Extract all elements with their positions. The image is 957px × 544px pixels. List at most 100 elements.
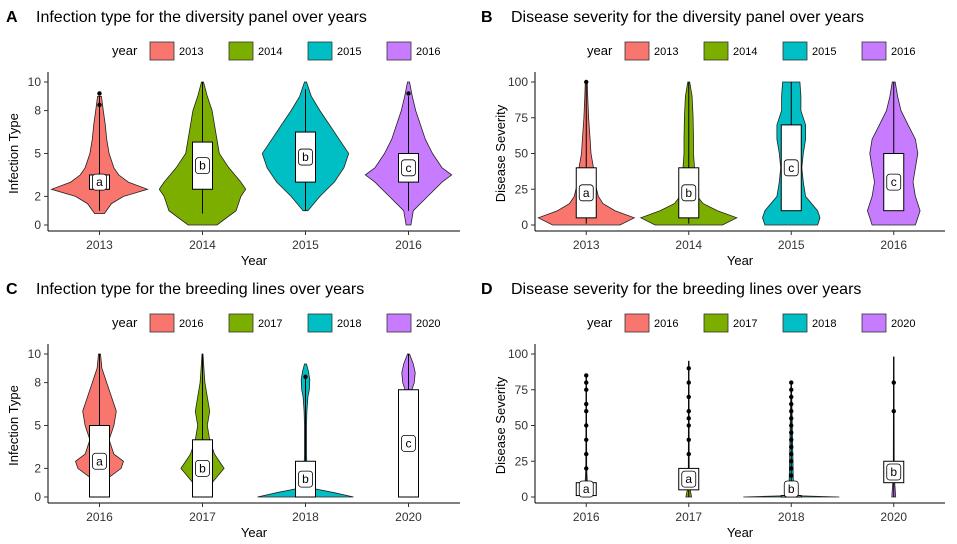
legend-swatch-2020 <box>861 313 887 333</box>
x-tick-label: 2015 <box>778 238 805 252</box>
legend-swatch-2016 <box>624 313 650 333</box>
outlier-point <box>891 409 896 414</box>
outlier-point <box>789 416 794 421</box>
x-tick-label: 2017 <box>189 510 216 524</box>
panel-title: Infection type for the breeding lines ov… <box>36 281 364 298</box>
panel-d: D Disease severity for the breeding lines… <box>481 281 945 540</box>
legend-title: year <box>587 43 613 58</box>
legend-swatch-2018 <box>307 313 333 333</box>
y-tick-label: 75 <box>515 111 529 125</box>
x-axis-label: Year <box>241 525 268 540</box>
y-axis-label: Disease Severity <box>493 376 508 474</box>
group-label-box-2015 <box>298 148 313 166</box>
y-tick-label: 0 <box>521 218 528 232</box>
x-tick-label: 2016 <box>395 238 422 252</box>
group-label-2013: a <box>583 186 590 200</box>
outlier-point <box>686 394 691 400</box>
outlier-point <box>584 401 589 407</box>
outlier-point <box>789 394 794 400</box>
outlier-point <box>789 430 794 435</box>
legend-swatch-2020 <box>386 313 412 333</box>
group-label-box-2017 <box>195 459 210 477</box>
group-label-box-2013 <box>92 173 107 191</box>
group-label-2014: b <box>199 159 206 173</box>
outlier-point <box>584 387 589 392</box>
legend-swatch-2016 <box>386 41 412 61</box>
legend-swatch-2016 <box>861 41 887 61</box>
legend-label-2020: 2020 <box>416 318 440 330</box>
outlier-point <box>406 91 411 96</box>
outlier-point <box>891 380 896 385</box>
x-tick-label: 2017 <box>675 510 702 524</box>
legend-swatch-2014 <box>228 41 254 61</box>
outlier-point <box>789 401 794 407</box>
group-label-box-2016 <box>578 480 594 498</box>
group-label-box-2018 <box>783 480 799 498</box>
x-tick-label: 2020 <box>395 510 422 524</box>
group-label-2014: b <box>685 186 692 200</box>
group-label-box-2017 <box>681 470 697 488</box>
violin-group-2016: a <box>75 353 124 498</box>
outlier-point <box>584 466 589 471</box>
legend-label-2020: 2020 <box>891 318 915 330</box>
violin-group-2017: b <box>180 353 225 498</box>
outlier-point <box>686 423 691 428</box>
violin-group-2013: a <box>50 91 149 214</box>
legend-label-2014: 2014 <box>733 46 757 58</box>
violin-group-2016: a <box>575 373 597 498</box>
group-label-box-2014 <box>681 184 697 202</box>
violin-group-2014: b <box>639 81 738 226</box>
legend-label-2017: 2017 <box>258 318 282 330</box>
outlier-point <box>97 91 102 96</box>
violin-group-2013: a <box>537 79 636 226</box>
legend-swatch-2014 <box>703 41 729 61</box>
legend-swatch-2017 <box>228 313 254 333</box>
y-axis-label: Infection Type <box>6 385 21 466</box>
legend-label-2016: 2016 <box>416 46 440 58</box>
group-label-2017: b <box>199 461 206 475</box>
legend-label-2015: 2015 <box>812 46 836 58</box>
y-tick-label: 0 <box>521 490 528 504</box>
group-label-2016: c <box>406 161 412 175</box>
y-tick-label: 0 <box>34 218 41 232</box>
x-axis-label: Year <box>727 525 754 540</box>
x-tick-label: 2020 <box>880 510 907 524</box>
group-label-2020: b <box>890 465 897 479</box>
legend-swatch-2015 <box>307 41 333 61</box>
legend-title: year <box>587 315 613 330</box>
y-tick-label: 2 <box>34 189 41 203</box>
panel-b: B Disease severity for the diversity pane… <box>481 9 945 268</box>
legend-label-2018: 2018 <box>337 318 361 330</box>
violin-group-2020: b <box>883 356 905 498</box>
legend-swatch-2017 <box>703 313 729 333</box>
panel-title: Disease severity for the diversity panel… <box>511 9 864 26</box>
legend-label-2016: 2016 <box>179 318 203 330</box>
x-tick-label: 2013 <box>573 238 600 252</box>
violin-group-2016: c <box>866 81 921 226</box>
violin-group-2015: c <box>762 81 821 226</box>
group-label-2013: a <box>96 175 103 189</box>
outlier-point <box>303 374 308 380</box>
group-label-box-2015 <box>783 159 799 177</box>
outlier-point <box>789 380 794 385</box>
y-tick-label: 50 <box>515 147 529 161</box>
legend-label-2013: 2013 <box>654 46 678 58</box>
outlier-point <box>789 423 794 428</box>
y-tick-label: 5 <box>34 419 41 433</box>
y-tick-label: 8 <box>34 376 41 390</box>
x-tick-label: 2016 <box>880 238 907 252</box>
x-tick-label: 2015 <box>292 238 319 252</box>
legend-label-2014: 2014 <box>258 46 282 58</box>
y-tick-label: 100 <box>508 75 528 89</box>
group-label-box-2018 <box>298 470 313 488</box>
violin-group-2018: b <box>743 380 840 498</box>
legend-label-2017: 2017 <box>733 318 757 330</box>
y-tick-label: 75 <box>515 383 529 397</box>
violin-group-2016: c <box>364 81 453 226</box>
legend-swatch-2018 <box>782 313 808 333</box>
violin-group-2015: b <box>261 81 350 212</box>
outlier-point <box>686 409 691 414</box>
y-tick-label: 50 <box>515 419 529 433</box>
outlier-point <box>584 409 589 414</box>
legend: year 2016 2017 2018 2020 <box>112 313 440 333</box>
